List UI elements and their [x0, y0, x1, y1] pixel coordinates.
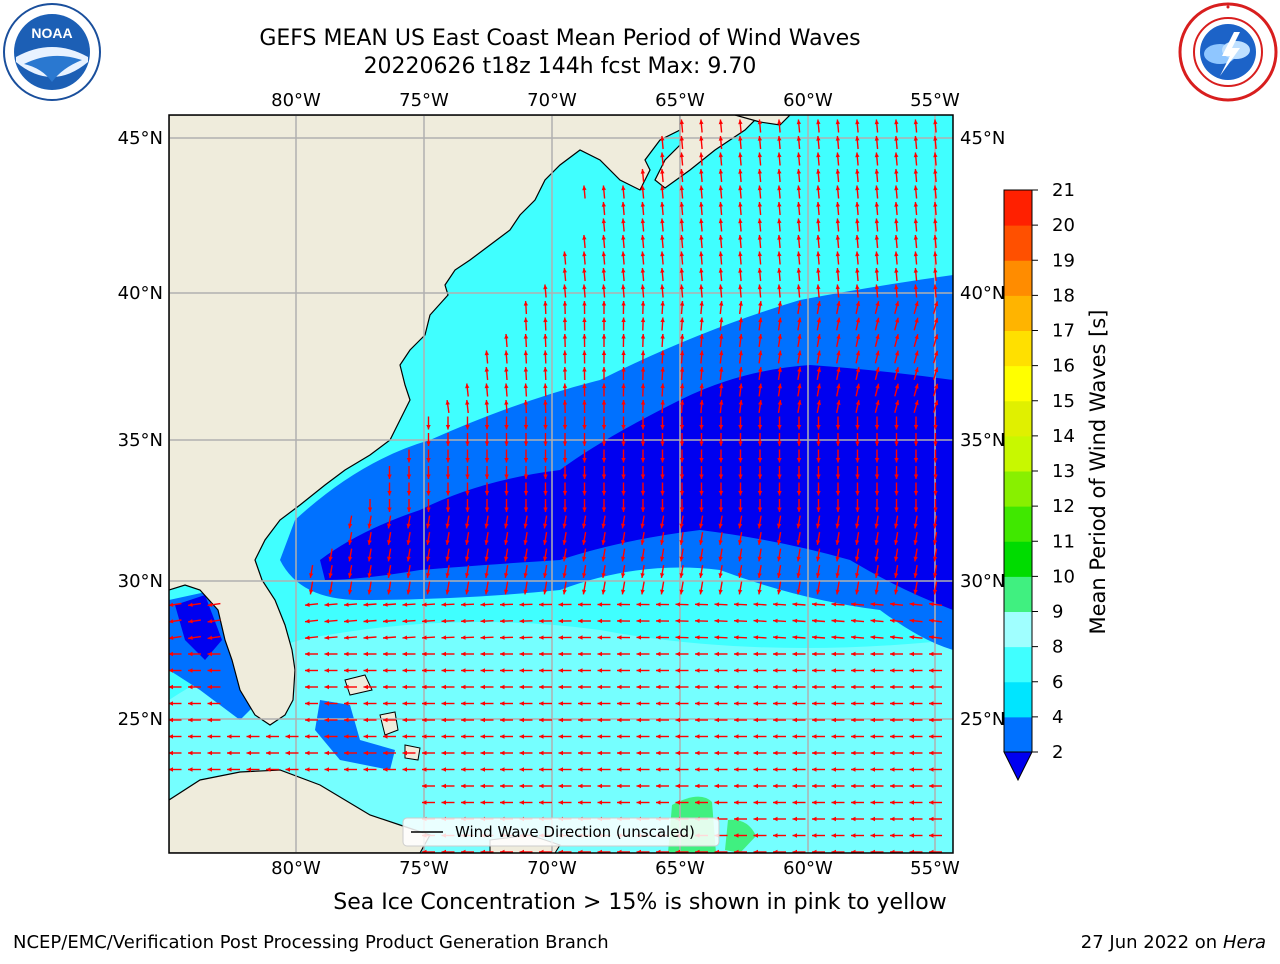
colorbar-segment — [1004, 260, 1032, 296]
colorbar-segment — [1004, 295, 1032, 331]
colorbar-segment — [1004, 436, 1032, 472]
colorbar-extend-arrow — [1004, 752, 1032, 780]
colorbar-segment — [1004, 225, 1032, 261]
sea-ice-note: Sea Ice Concentration > 15% is shown in … — [200, 890, 1080, 915]
lat-label-left: 40°N — [118, 283, 163, 304]
footer-credit: NCEP/EMC/Verification Post Processing Pr… — [13, 932, 609, 953]
colorbar-segment — [1004, 366, 1032, 402]
footer-date-text: 27 Jun 2022 on — [1081, 932, 1217, 953]
lon-label-top: 60°W — [783, 90, 833, 111]
colorbar-segment — [1004, 541, 1032, 577]
lat-label-left: 45°N — [118, 128, 163, 149]
map-legend: Wind Wave Direction (unscaled) — [403, 818, 719, 846]
lon-label-bottom: 65°W — [655, 858, 705, 879]
colorbar-tick-label: 6 — [1052, 672, 1063, 693]
colorbar-tick-label: 13 — [1052, 461, 1075, 482]
colorbar-tick-label: 11 — [1052, 531, 1075, 552]
lat-label-right: 40°N — [960, 283, 1005, 304]
colorbar-tick-label: 4 — [1052, 707, 1063, 728]
colorbar-tick-label: 10 — [1052, 566, 1075, 587]
lat-label-right: 45°N — [960, 128, 1005, 149]
colorbar-segment — [1004, 717, 1032, 753]
colorbar-tick-label: 16 — [1052, 356, 1075, 377]
lon-label-bottom: 70°W — [527, 858, 577, 879]
colorbar-segment — [1004, 576, 1032, 612]
colorbar-tick-label: 21 — [1052, 180, 1075, 201]
lat-label-left: 25°N — [118, 709, 163, 730]
colorbar-tick-label: 9 — [1052, 602, 1063, 623]
colorbar-label: Mean Period of Wind Waves [s] — [1086, 310, 1110, 635]
lon-label-top: 70°W — [527, 90, 577, 111]
lon-label-top: 55°W — [910, 90, 960, 111]
lat-label-left: 35°N — [118, 430, 163, 451]
colorbar-tick-label: 2 — [1052, 742, 1063, 763]
colorbar-segment — [1004, 612, 1032, 648]
colorbar-tick-label: 20 — [1052, 215, 1075, 236]
colorbar-tick-label: 15 — [1052, 391, 1075, 412]
colorbar-tick-label: 17 — [1052, 321, 1075, 342]
colorbar-tick-label: 19 — [1052, 250, 1075, 271]
lon-label-top: 65°W — [655, 90, 705, 111]
colorbar-segment — [1004, 471, 1032, 507]
colorbar-tick-label: 8 — [1052, 637, 1063, 658]
colorbar-segment — [1004, 331, 1032, 367]
colorbar-tick-label: 12 — [1052, 496, 1075, 517]
colorbar: 2 4 6 8 9 10 11 12 13 14 15 16 17 18 19 20 21 — [1004, 180, 1075, 780]
colorbar-segment — [1004, 506, 1032, 542]
lat-label-right: 35°N — [960, 430, 1005, 451]
colorbar-segment — [1004, 647, 1032, 683]
legend-label: Wind Wave Direction (unscaled) — [455, 823, 695, 841]
lat-label-right: 25°N — [960, 709, 1005, 730]
colorbar-segment — [1004, 190, 1032, 226]
lon-label-top: 75°W — [399, 90, 449, 111]
footer-system: Hera — [1223, 932, 1266, 953]
lon-label-bottom: 75°W — [399, 858, 449, 879]
lon-label-bottom: 55°W — [910, 858, 960, 879]
colorbar-segment — [1004, 682, 1032, 718]
lat-label-left: 30°N — [118, 571, 163, 592]
lon-label-bottom: 60°W — [783, 858, 833, 879]
lon-label-bottom: 80°W — [271, 858, 321, 879]
colorbar-segment — [1004, 401, 1032, 437]
lon-label-top: 80°W — [271, 90, 321, 111]
colorbar-tick-label: 14 — [1052, 426, 1075, 447]
colorbar-tick-label: 18 — [1052, 285, 1075, 306]
lat-label-right: 30°N — [960, 571, 1005, 592]
footer-date: 27 Jun 2022 on Hera — [1081, 932, 1266, 953]
